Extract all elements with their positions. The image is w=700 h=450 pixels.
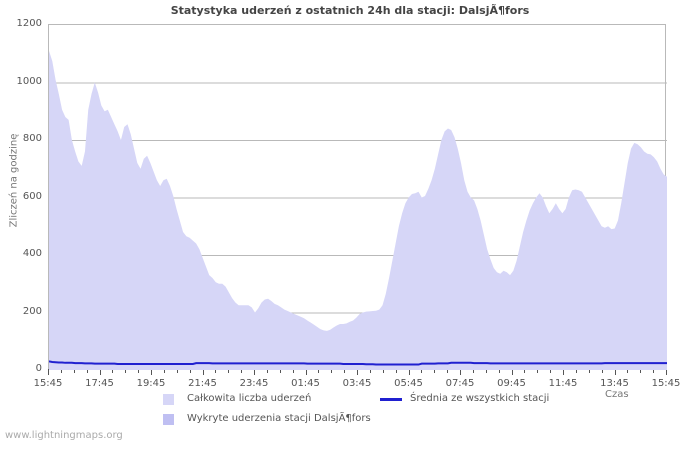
x-tick-label: 05:45 bbox=[394, 378, 423, 389]
x-tick-major bbox=[151, 369, 152, 375]
x-tick-minor bbox=[395, 369, 397, 373]
x-tick-label: 21:45 bbox=[188, 378, 217, 389]
x-tick-minor bbox=[627, 369, 629, 373]
x-tick-minor bbox=[382, 369, 384, 373]
plot-svg bbox=[49, 50, 667, 370]
series-2 bbox=[49, 360, 667, 366]
x-tick-major bbox=[99, 369, 101, 375]
x-tick-minor bbox=[125, 369, 127, 373]
y-tick-label: 1000 bbox=[16, 75, 42, 87]
x-tick-minor bbox=[73, 369, 75, 373]
x-tick-major bbox=[666, 369, 667, 375]
x-tick-label: 15:45 bbox=[651, 378, 681, 389]
x-tick-label: 07:45 bbox=[445, 378, 475, 389]
x-tick-minor bbox=[575, 369, 577, 373]
x-tick-minor bbox=[640, 369, 642, 373]
x-tick-label: 09:45 bbox=[497, 378, 526, 389]
x-tick-major bbox=[202, 369, 204, 375]
x-tick-label: 11:45 bbox=[548, 378, 578, 389]
x-tick-label: 15:45 bbox=[33, 378, 63, 389]
x-tick-major bbox=[305, 369, 307, 375]
legend-label: Całkowita liczba uderzeń bbox=[187, 393, 312, 404]
series-0 bbox=[49, 50, 667, 370]
x-tick-major bbox=[460, 369, 461, 375]
x-tick-major bbox=[614, 369, 616, 375]
x-tick-minor bbox=[653, 369, 655, 373]
x-tick-minor bbox=[498, 369, 500, 373]
x-tick-minor bbox=[189, 369, 191, 373]
legend-swatch bbox=[163, 414, 174, 425]
x-tick-minor bbox=[241, 369, 243, 373]
x-tick-minor bbox=[344, 369, 346, 373]
x-tick-minor bbox=[138, 369, 140, 373]
x-tick-label: 23:45 bbox=[239, 378, 269, 389]
x-tick-major bbox=[408, 369, 410, 375]
legend-line-marker bbox=[380, 398, 402, 401]
x-tick-label: 17:45 bbox=[85, 378, 114, 389]
x-tick-minor bbox=[292, 369, 294, 373]
x-tick-label: 19:45 bbox=[136, 378, 166, 389]
x-tick-minor bbox=[550, 369, 552, 373]
x-tick-minor bbox=[331, 369, 333, 373]
x-tick-minor bbox=[485, 369, 487, 373]
x-tick-major bbox=[511, 369, 513, 375]
x-tick-minor bbox=[60, 369, 62, 373]
x-tick-minor bbox=[537, 369, 539, 373]
y-tick-label: 0 bbox=[35, 363, 42, 374]
legend-label: Średnia ze wszystkich stacji bbox=[410, 393, 550, 404]
watermark: www.lightningmaps.org bbox=[5, 430, 123, 441]
x-tick-minor bbox=[524, 369, 526, 373]
x-tick-major bbox=[48, 369, 49, 375]
x-tick-minor bbox=[601, 369, 603, 373]
y-tick-label: 1200 bbox=[16, 18, 42, 29]
x-tick-minor bbox=[447, 369, 449, 373]
x-tick-major bbox=[563, 369, 564, 375]
x-tick-label: 13:45 bbox=[600, 378, 629, 389]
y-tick-label: 800 bbox=[22, 133, 42, 144]
x-tick-minor bbox=[228, 369, 230, 373]
x-tick-minor bbox=[176, 369, 178, 373]
x-tick-minor bbox=[369, 369, 371, 373]
plot-area bbox=[48, 24, 667, 370]
legend-label: Wykryte uderzenia stacji DalsjÃ¶fors bbox=[187, 413, 371, 424]
x-tick-major bbox=[357, 369, 358, 375]
x-tick-label: 03:45 bbox=[342, 378, 372, 389]
y-tick-label: 400 bbox=[22, 248, 42, 259]
x-tick-label: 01:45 bbox=[291, 378, 320, 389]
x-axis-label: Czas bbox=[605, 389, 629, 400]
x-tick-minor bbox=[86, 369, 88, 373]
legend-swatch bbox=[163, 394, 174, 405]
x-tick-minor bbox=[421, 369, 423, 373]
x-tick-minor bbox=[215, 369, 217, 373]
x-tick-minor bbox=[112, 369, 114, 373]
x-tick-minor bbox=[318, 369, 320, 373]
x-tick-minor bbox=[434, 369, 436, 373]
x-tick-minor bbox=[279, 369, 281, 373]
x-tick-minor bbox=[588, 369, 590, 373]
x-tick-major bbox=[254, 369, 255, 375]
x-tick-minor bbox=[266, 369, 268, 373]
y-tick-label: 600 bbox=[22, 190, 42, 202]
x-tick-minor bbox=[472, 369, 474, 373]
y-tick-label: 200 bbox=[22, 305, 42, 317]
chart-title: Statystyka uderzeń z ostatnich 24h dla s… bbox=[170, 4, 530, 17]
x-tick-minor bbox=[163, 369, 165, 373]
